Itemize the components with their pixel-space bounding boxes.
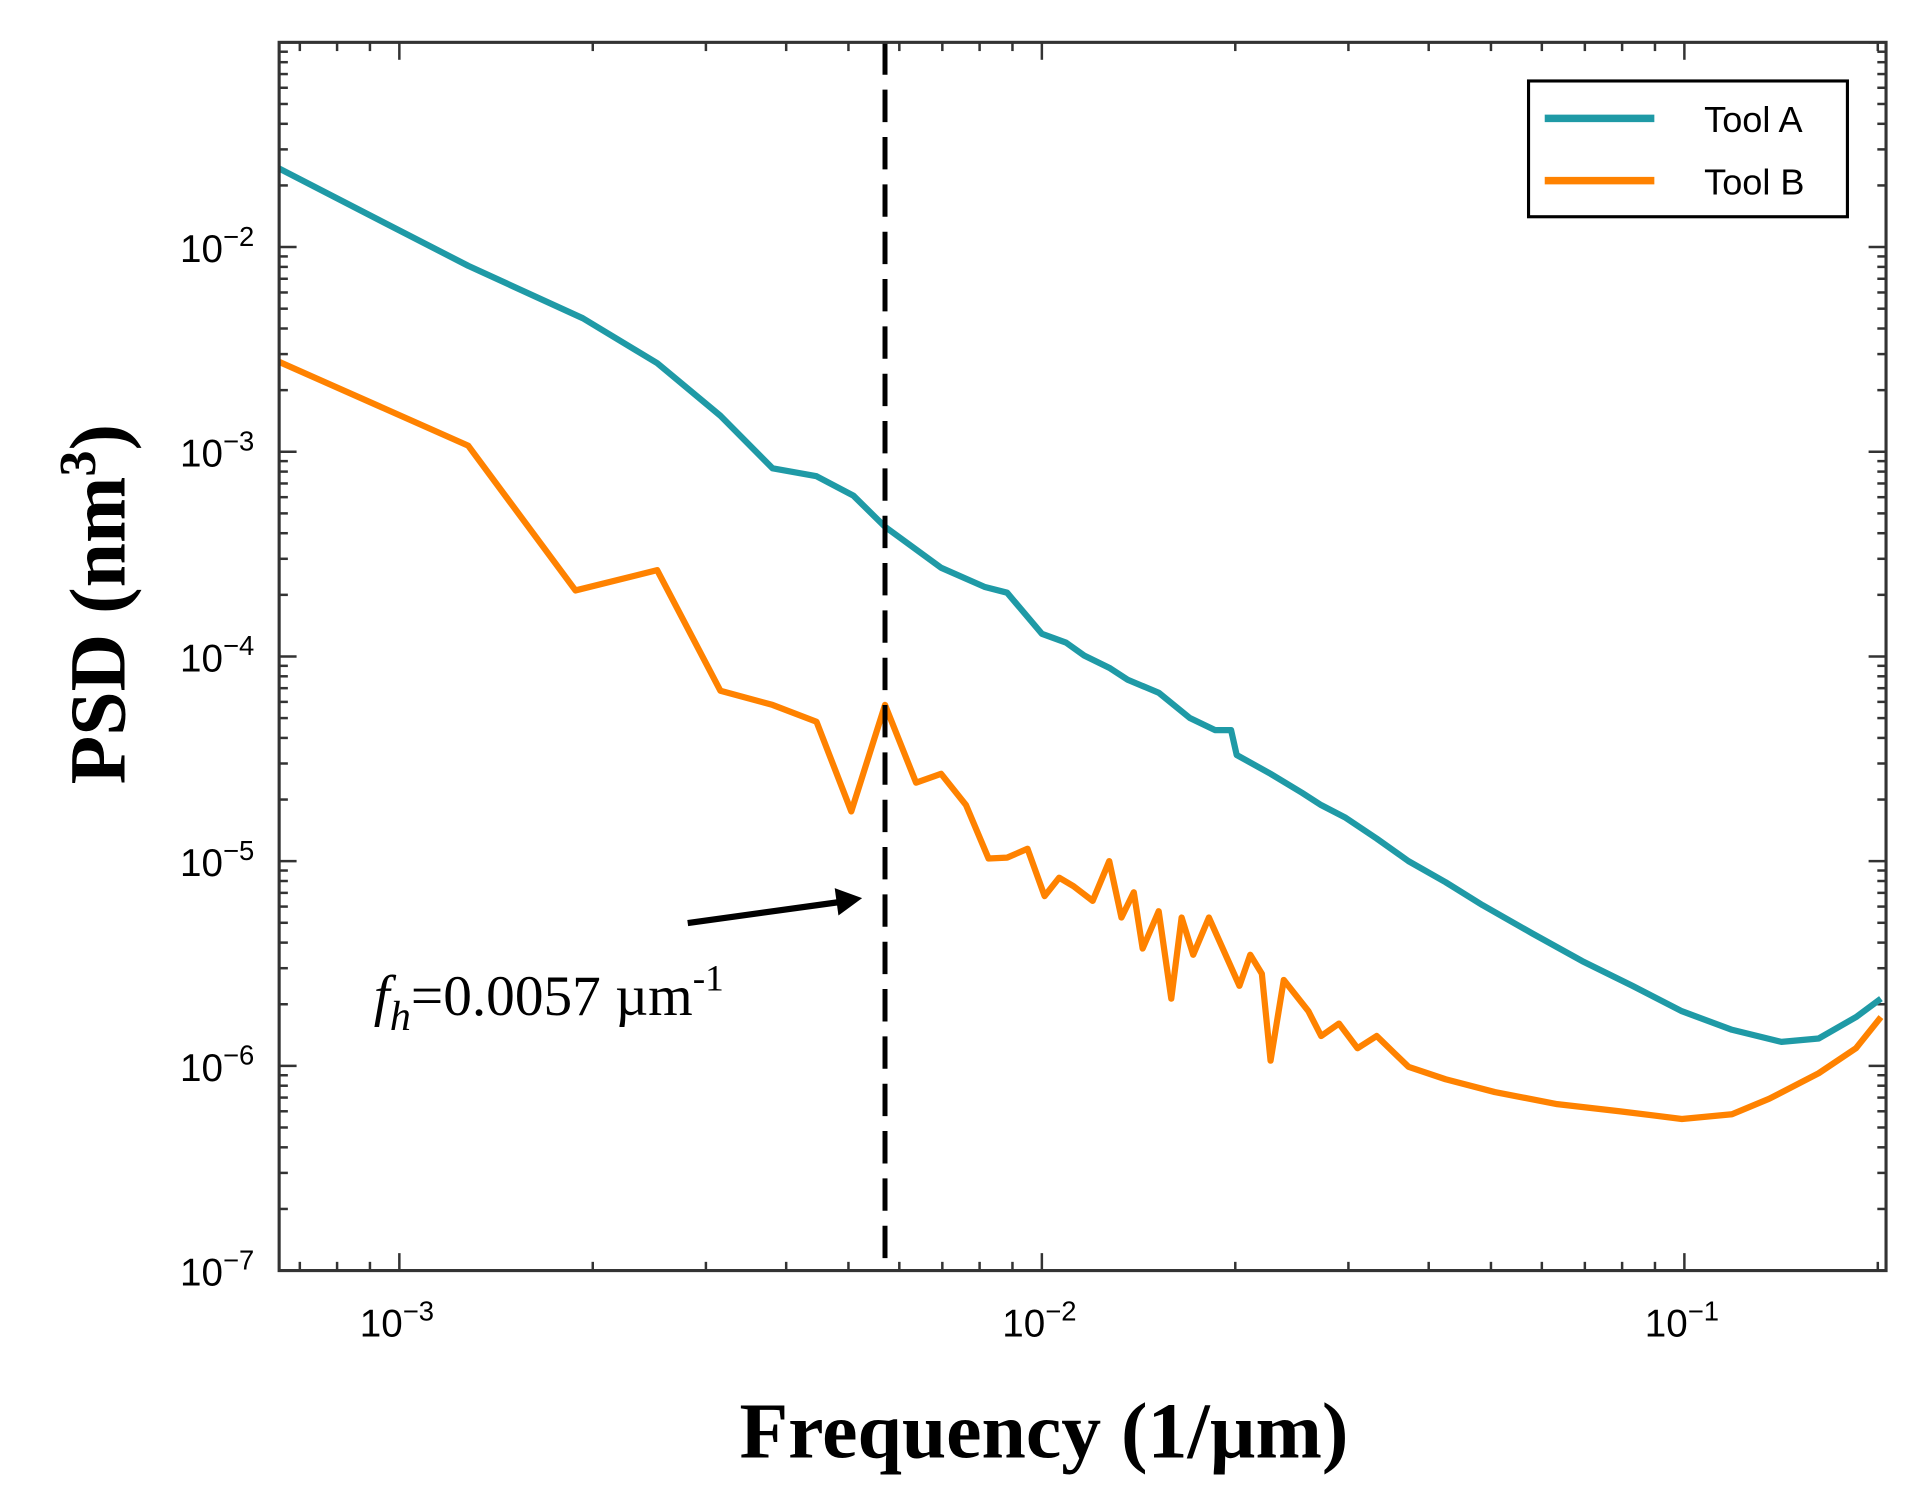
y-tick-label: 10−5 [180, 835, 254, 885]
plot-frame [277, 40, 1888, 1273]
x-tick-label: 10−3 [360, 1295, 434, 1345]
series-line-tool-a [277, 165, 1883, 1045]
y-tick-labels: 10−2 10−3 10−4 10−5 10−6 10−7 [180, 221, 254, 1295]
series-line-tool-b [277, 359, 1884, 1123]
annotation-arrow-shaft [687, 898, 842, 927]
x-tick-label: 10−2 [1002, 1295, 1076, 1345]
x-axis-title: Frequency (1/µm) [739, 1387, 1348, 1475]
y-tick-label: 10−2 [180, 221, 254, 271]
y-tick-label: 10−6 [180, 1040, 254, 1090]
x-tick-label: 10−1 [1645, 1295, 1719, 1345]
series-lines [277, 165, 1884, 1123]
annotation-text: fh=0.0057 µm-1 [374, 958, 724, 1040]
x-tick-labels: 10−3 10−2 10−1 [360, 1295, 1719, 1345]
y-tick-label: 10−7 [180, 1244, 254, 1294]
legend: Tool A Tool B [1526, 79, 1849, 219]
annotation: fh=0.0057 µm-1 [374, 888, 863, 1040]
arrow-head-icon [834, 888, 863, 916]
y-tick-label: 10−4 [180, 630, 254, 680]
y-axis-title: PSD (nm3) [49, 424, 143, 785]
legend-label-tool-b: Tool B [1704, 161, 1804, 202]
legend-box [1526, 79, 1849, 219]
legend-label-tool-a: Tool A [1704, 99, 1803, 140]
y-tick-label: 10−3 [180, 426, 254, 476]
